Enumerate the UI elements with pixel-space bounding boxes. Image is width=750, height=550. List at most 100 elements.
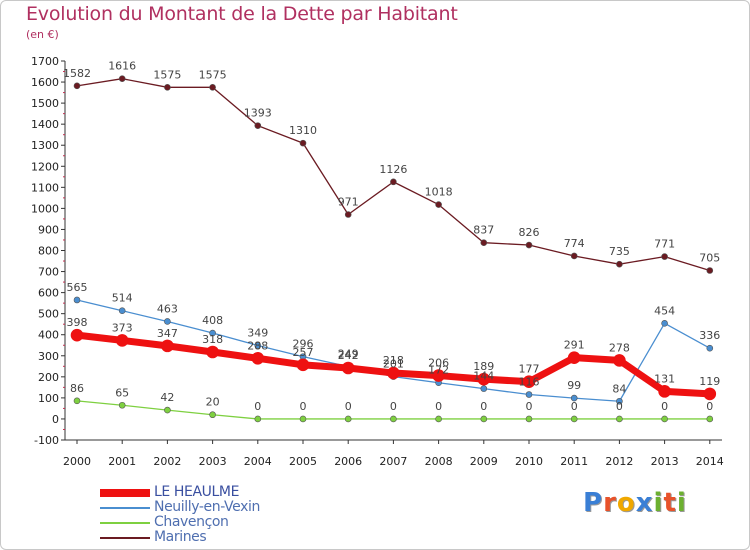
- y-tick-label: 1200: [31, 160, 59, 173]
- x-tick-label: 2006: [334, 455, 362, 468]
- data-label-neuilly-en-vexin: 463: [157, 302, 178, 315]
- data-label-le-heaulme: 131: [654, 372, 675, 385]
- data-label-le-heaulme: 291: [564, 339, 585, 352]
- data-label-neuilly-en-vexin: 144: [473, 370, 494, 383]
- data-point-chavencon: [73, 397, 81, 405]
- data-label-marines: 771: [654, 238, 675, 251]
- data-label-chavencon: 0: [706, 400, 713, 413]
- data-label-marines: 1616: [108, 60, 136, 73]
- data-label-chavencon: 0: [616, 400, 623, 413]
- data-point-neuilly-en-vexin: [525, 391, 533, 398]
- data-point-neuilly-en-vexin: [254, 342, 262, 349]
- chart-title: Evolution du Montant de la Dette par Hab…: [26, 3, 458, 25]
- y-tick-label: 1500: [31, 97, 59, 110]
- data-label-neuilly-en-vexin: 565: [67, 281, 88, 294]
- legend-swatch: [100, 507, 150, 509]
- data-label-neuilly-en-vexin: 99: [567, 379, 581, 392]
- x-tick-label: 2002: [153, 455, 181, 468]
- data-point-marines: [390, 178, 397, 186]
- data-label-marines: 1393: [244, 107, 272, 120]
- data-label-neuilly-en-vexin: 116: [519, 376, 540, 389]
- data-label-le-heaulme: 257: [293, 346, 314, 359]
- data-label-chavencon: 0: [480, 400, 487, 413]
- x-tick-label: 2009: [470, 455, 498, 468]
- data-point-neuilly-en-vexin: [73, 296, 81, 304]
- data-point-chavencon: [254, 415, 262, 423]
- data-label-neuilly-en-vexin: 201: [383, 358, 404, 371]
- x-tick-label: 2013: [651, 455, 679, 468]
- data-label-le-heaulme: 189: [473, 360, 494, 373]
- data-label-chavencon: 0: [661, 400, 668, 413]
- data-point-neuilly-en-vexin: [118, 307, 126, 315]
- data-point-marines: [570, 252, 578, 260]
- y-tick-label: 1100: [31, 181, 59, 194]
- data-label-chavencon: 86: [70, 382, 84, 395]
- data-point-neuilly-en-vexin: [209, 329, 216, 337]
- data-label-le-heaulme: 177: [519, 363, 540, 376]
- data-label-marines: 735: [609, 245, 630, 258]
- data-label-neuilly-en-vexin: 84: [612, 382, 626, 395]
- data-point-marines: [706, 267, 714, 274]
- data-label-le-heaulme: 373: [112, 321, 133, 334]
- data-point-le-heaulme: [341, 361, 355, 375]
- data-label-le-heaulme: 119: [699, 375, 720, 388]
- data-point-marines: [661, 253, 668, 260]
- x-tick-label: 2008: [425, 455, 453, 468]
- data-label-marines: 1582: [63, 67, 91, 80]
- data-label-chavencon: 65: [115, 386, 129, 399]
- y-tick-label: 300: [38, 350, 59, 363]
- data-label-marines: 837: [473, 224, 494, 237]
- y-tick-label: 900: [38, 223, 59, 236]
- data-label-le-heaulme: 318: [202, 333, 223, 346]
- data-point-neuilly-en-vexin: [480, 385, 488, 392]
- data-label-le-heaulme: 218: [383, 354, 404, 367]
- data-point-marines: [344, 211, 352, 218]
- x-tick-label: 2007: [379, 455, 407, 468]
- y-tick-label: 1600: [31, 76, 59, 89]
- data-point-le-heaulme: [206, 345, 219, 359]
- y-tick-label: 800: [38, 245, 59, 258]
- data-point-chavencon: [390, 415, 397, 423]
- data-label-marines: 826: [519, 226, 540, 239]
- data-point-le-heaulme: [296, 358, 310, 372]
- data-label-neuilly-en-vexin: 296: [293, 338, 314, 351]
- data-point-le-heaulme: [432, 369, 445, 382]
- x-tick-label: 2010: [515, 455, 543, 468]
- proxiti-logo: Proxiti: [583, 488, 687, 518]
- data-point-marines: [164, 84, 171, 91]
- data-label-le-heaulme: 398: [67, 316, 88, 329]
- chart-unit: (en €): [26, 28, 59, 41]
- legend-label: Neuilly-en-Vexin: [154, 499, 260, 515]
- data-label-le-heaulme: 278: [609, 341, 630, 354]
- data-point-marines: [480, 239, 488, 247]
- y-tick-label: 1700: [31, 55, 59, 68]
- data-point-le-heaulme: [70, 328, 84, 342]
- data-label-le-heaulme: 347: [157, 327, 178, 340]
- data-label-chavencon: 0: [435, 400, 442, 413]
- data-point-chavencon: [164, 406, 171, 414]
- data-point-marines: [299, 139, 307, 147]
- data-point-le-heaulme: [522, 375, 536, 388]
- data-label-marines: 971: [338, 195, 359, 208]
- data-point-marines: [73, 82, 81, 90]
- data-label-neuilly-en-vexin: 249: [338, 348, 359, 361]
- data-point-le-heaulme: [477, 372, 491, 386]
- data-point-chavencon: [435, 415, 442, 423]
- legend-label: Marines: [154, 529, 207, 545]
- y-tick-label: 400: [38, 329, 59, 342]
- line-chart: -100010020030040050060070080090010001100…: [31, 55, 724, 468]
- data-label-marines: 705: [699, 252, 720, 265]
- data-point-le-heaulme: [613, 354, 626, 367]
- x-tick-label: 2001: [108, 455, 136, 468]
- y-tick-label: 0: [52, 413, 59, 426]
- data-point-marines: [254, 122, 262, 129]
- data-label-neuilly-en-vexin: 408: [202, 314, 223, 327]
- data-label-neuilly-en-vexin: 172: [428, 364, 449, 377]
- data-label-chavencon: 0: [571, 400, 578, 413]
- data-label-marines: 1575: [153, 68, 181, 81]
- data-label-chavencon: 42: [160, 391, 174, 404]
- y-tick-label: 700: [38, 266, 59, 279]
- y-tick-label: 1400: [31, 118, 59, 131]
- data-point-marines: [435, 201, 442, 208]
